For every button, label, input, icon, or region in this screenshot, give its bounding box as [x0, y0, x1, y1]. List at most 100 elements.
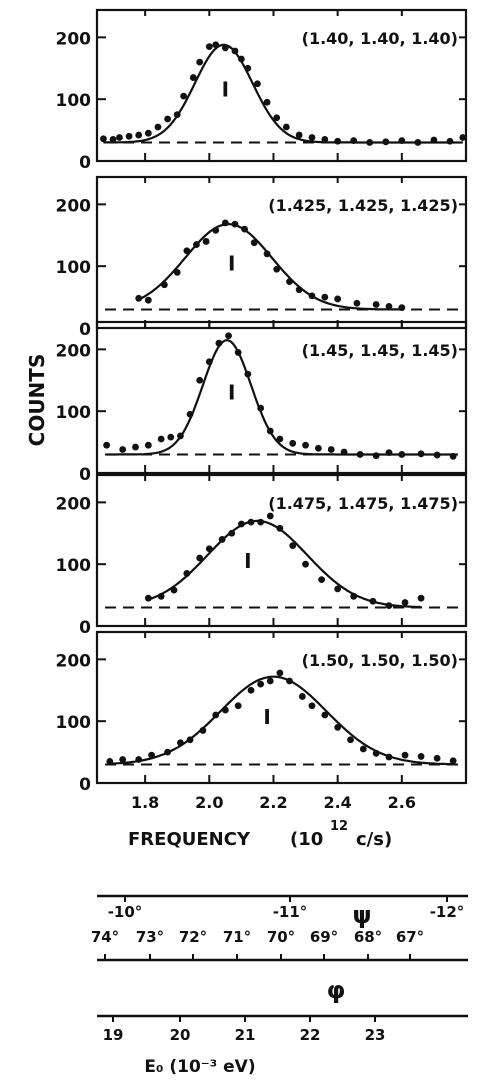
- data-point: [221, 706, 229, 714]
- data-point: [382, 138, 390, 146]
- x-axis-unit-exponent: 12: [330, 819, 348, 834]
- data-point: [286, 677, 293, 685]
- data-point: [276, 669, 284, 677]
- data-point: [212, 226, 220, 234]
- data-point: [180, 92, 188, 100]
- data-point: [286, 278, 293, 286]
- data-point: [164, 115, 171, 123]
- data-point: [157, 592, 165, 600]
- data-point: [356, 451, 364, 458]
- data-point: [401, 599, 409, 606]
- data-point: [273, 114, 281, 122]
- scale-2: 74° 73° 72° 71° 70° 69° 68° 67° φ: [91, 928, 468, 1004]
- x-axis-label: FREQUENCY: [128, 829, 251, 850]
- data-point: [353, 299, 361, 307]
- panel-1: 0 100 200 I (1.40, 1.40, 1.40): [56, 8, 468, 173]
- x-axis-unit-tail: c/s): [356, 829, 392, 850]
- data-point: [302, 441, 309, 449]
- x-tick-label: 1.8: [131, 793, 159, 812]
- data-point: [205, 358, 213, 366]
- data-point: [350, 137, 358, 145]
- fit-curve: [138, 222, 402, 311]
- data-point: [154, 123, 162, 131]
- data-point: [266, 427, 274, 435]
- scale-tick-label: 67°: [396, 928, 424, 946]
- y-tick-label: 100: [56, 403, 92, 423]
- scale-tick-label: 71°: [223, 928, 251, 946]
- scale-name: ψ: [352, 901, 371, 929]
- scale-tick-label: 21: [235, 1026, 256, 1044]
- scale-tick-label: 19: [103, 1026, 124, 1044]
- y-tick-label: 0: [79, 153, 91, 173]
- data-point: [106, 757, 114, 765]
- data-point: [295, 286, 303, 294]
- y-tick-label: 0: [79, 320, 91, 340]
- data-point: [119, 756, 127, 763]
- data-point: [167, 433, 175, 441]
- data-point: [359, 745, 367, 753]
- peak-marker: I: [228, 252, 235, 276]
- peak-marker: I: [222, 78, 229, 102]
- data-point: [298, 693, 306, 700]
- data-point: [250, 239, 258, 247]
- data-point: [398, 137, 406, 145]
- y-tick-label: 200: [56, 494, 92, 514]
- panel-frame: [95, 320, 468, 475]
- data-point: [225, 332, 232, 340]
- scale-tick-label: 70°: [267, 928, 295, 946]
- panel-label: (1.50, 1.50, 1.50): [302, 651, 458, 670]
- data-point: [417, 450, 425, 458]
- x-tick-label: 2.4: [323, 793, 351, 812]
- data-point: [173, 111, 181, 119]
- y-tick-label: 100: [56, 713, 92, 733]
- data-point: [205, 545, 213, 553]
- data-point: [372, 452, 380, 460]
- data-point: [247, 518, 255, 526]
- y-tick-label: 0: [79, 775, 91, 795]
- scale-tick-label: 68°: [354, 928, 382, 946]
- data-point: [144, 594, 152, 602]
- data-point: [231, 47, 239, 55]
- data-point: [372, 301, 380, 308]
- secondary-scales: -10° -11° -12° ψ 74° 73° 72° 71° 70° 69° 68° 67° φ 19…: [91, 894, 468, 1077]
- data-point: [100, 135, 107, 143]
- data-point: [177, 432, 184, 440]
- data-point: [289, 439, 297, 447]
- panel-frame: [95, 473, 468, 628]
- y-tick-label: 200: [56, 196, 92, 216]
- data-point: [266, 512, 274, 520]
- data-point: [177, 739, 184, 747]
- data-point: [144, 296, 152, 304]
- y-tick-label: 100: [56, 258, 92, 278]
- data-point: [148, 751, 155, 759]
- data-point: [189, 74, 197, 81]
- fit-curve: [109, 675, 454, 766]
- scale-tick-label: -12°: [430, 903, 465, 921]
- data-point: [276, 435, 284, 443]
- data-point: [218, 536, 226, 543]
- scale-1: -10° -11° -12° ψ: [97, 894, 468, 929]
- data-point: [215, 339, 223, 347]
- data-point: [135, 294, 143, 302]
- peak-marker: I: [263, 705, 270, 729]
- data-point: [385, 449, 393, 456]
- data-point: [103, 441, 111, 449]
- y-tick-label: 100: [56, 556, 92, 576]
- data-point: [276, 524, 284, 532]
- data-point: [315, 444, 322, 452]
- data-point: [164, 748, 171, 756]
- data-point: [308, 702, 316, 710]
- y-tick-label: 0: [79, 465, 91, 485]
- data-point: [257, 404, 265, 412]
- data-point: [257, 680, 265, 688]
- data-point: [340, 448, 348, 456]
- data-point: [173, 268, 181, 276]
- data-point: [308, 292, 316, 300]
- data-point: [385, 753, 393, 761]
- data-point: [237, 55, 245, 63]
- scale-3: 19 20 21 22 23 E₀ (10⁻³ eV): [97, 1014, 468, 1077]
- y-axis-label: COUNTS: [25, 354, 49, 447]
- data-point: [183, 247, 191, 255]
- data-point: [144, 441, 152, 449]
